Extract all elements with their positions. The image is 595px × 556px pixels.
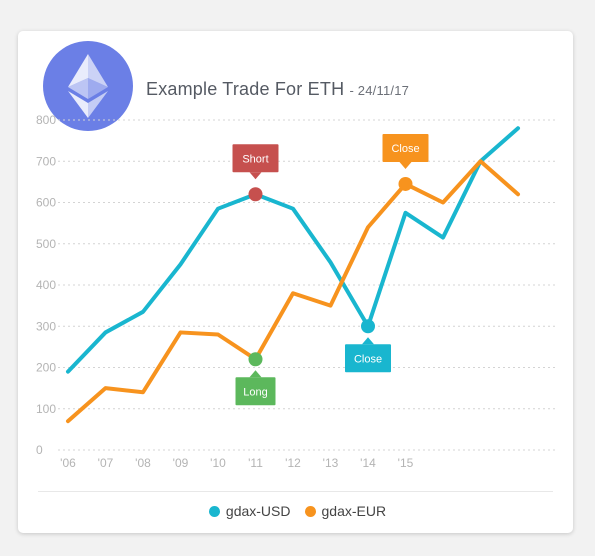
annotation-pointer: [399, 161, 412, 169]
annotation-marker: [398, 176, 413, 191]
y-tick-label: 100: [36, 402, 56, 416]
annotation-box: [235, 377, 276, 406]
x-tick-label: '14: [360, 456, 376, 470]
y-tick-label: 700: [36, 154, 56, 168]
annotation-label: Close: [391, 143, 419, 155]
x-tick-label: '10: [210, 456, 226, 470]
chart-card: Example Trade For ETH - 24/11/17: [18, 31, 573, 533]
annotation-marker: [361, 319, 375, 334]
annotation-label: Close: [354, 353, 382, 365]
chart-legend: gdax-USD gdax-EUR: [0, 503, 595, 519]
annotation-marker: [248, 187, 263, 202]
annotation-pointer: [362, 337, 374, 345]
x-tick-label: '11: [248, 456, 263, 470]
legend-divider: [38, 491, 553, 492]
legend-label-usd: gdax-USD: [225, 503, 291, 519]
annotation-pointer: [249, 172, 262, 180]
x-tick-label: '12: [285, 456, 301, 470]
x-tick-label: '08: [135, 456, 151, 470]
annotation-box: [382, 133, 429, 162]
x-tick-label: '06: [60, 456, 76, 470]
annotation-label: Short: [242, 153, 268, 165]
x-tick-label: '07: [98, 456, 114, 470]
chart-title: Example Trade For ETH - 24/11/17: [146, 79, 409, 100]
legend-item-usd[interactable]: gdax-USD: [208, 503, 291, 519]
annotation-label: Long: [243, 386, 267, 398]
chart-date: - 24/11/17: [349, 83, 410, 98]
annotation-box: [345, 344, 391, 373]
legend-item-eur[interactable]: gdax-EUR: [304, 503, 387, 519]
y-tick-label: 600: [36, 196, 56, 210]
x-tick-label: '15: [398, 456, 414, 470]
chart-title-text: Example Trade For ETH: [146, 79, 345, 99]
ethereum-icon: [43, 41, 133, 131]
annotation-box: [232, 144, 279, 173]
series-line-0: [66, 126, 520, 374]
y-tick-label: 300: [36, 319, 56, 333]
x-tick-label: '13: [323, 456, 339, 470]
y-tick-label: 200: [36, 361, 56, 375]
y-tick-label: 800: [36, 113, 56, 127]
x-tick-label: '09: [173, 456, 189, 470]
annotation-pointer: [249, 370, 262, 378]
y-tick-label: 400: [36, 278, 56, 292]
legend-swatch-eur: [304, 505, 316, 517]
y-tick-label: 0: [36, 443, 43, 457]
y-tick-label: 500: [36, 237, 56, 251]
annotation-marker: [248, 352, 263, 367]
legend-swatch-usd: [208, 505, 220, 517]
legend-label-eur: gdax-EUR: [321, 503, 387, 519]
series-line-1: [66, 159, 520, 424]
